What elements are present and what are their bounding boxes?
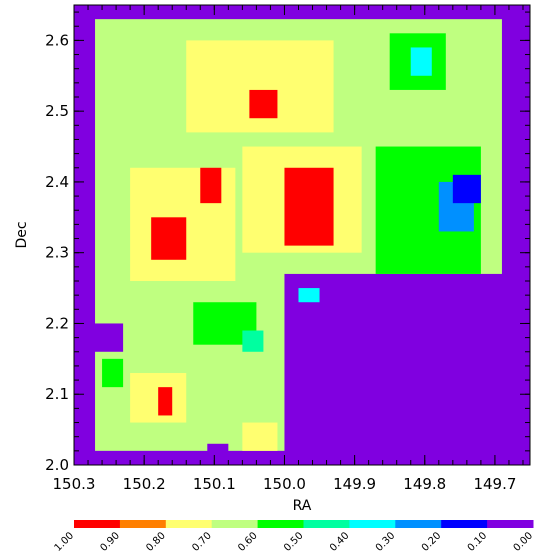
colorbar-label: 0.80 <box>144 530 168 554</box>
y-tick-label: 2.4 <box>45 173 69 191</box>
region-hot-top <box>186 40 334 133</box>
colorbar-segment <box>119 520 167 528</box>
region-peak-lower-left <box>158 387 173 416</box>
y-axis-title: Dec <box>14 221 30 248</box>
x-tick-label: 150.1 <box>193 475 236 493</box>
y-tick-label: 2.0 <box>45 456 69 474</box>
colorbar-label: 0.20 <box>420 530 444 554</box>
y-tick-label: 2.6 <box>45 31 69 49</box>
colorbar-label: 0.60 <box>236 530 260 554</box>
region-hot-bottom <box>242 422 278 451</box>
colorbar-label: 1.00 <box>53 530 77 554</box>
x-tick-label: 149.7 <box>473 475 516 493</box>
region-peak-top <box>249 89 278 119</box>
x-tick-labels: 150.3 150.2 150.1 150.0 149.9 149.8 149.7 <box>53 475 517 493</box>
colorbar-segment <box>441 520 488 528</box>
region-low-center <box>242 330 264 352</box>
x-tick-label: 150.3 <box>53 475 96 493</box>
colorbar-segment <box>165 520 213 528</box>
region-peak-center <box>284 167 334 246</box>
region-min-right <box>452 174 481 204</box>
region-peak-upper-left <box>200 167 222 204</box>
colorbar-segment <box>303 520 350 528</box>
colorbar-label: 0.50 <box>282 530 306 554</box>
colorbar-segment <box>74 520 121 528</box>
colorbar-label: 0.30 <box>374 530 398 554</box>
colorbar-segment <box>349 520 396 528</box>
y-tick-label: 2.2 <box>45 314 69 332</box>
colorbar-label: 0.70 <box>190 530 214 554</box>
region-cutout-bottom-notch <box>207 443 229 465</box>
region-cutout-left-notch <box>74 323 124 352</box>
x-tick-label: 149.8 <box>403 475 446 493</box>
colorbar-label: 0.90 <box>98 530 122 554</box>
colorbar <box>74 520 534 528</box>
y-tick-label: 2.5 <box>45 102 69 120</box>
region-cool-left <box>102 358 124 388</box>
x-tick-label: 150.2 <box>123 475 166 493</box>
colorbar-segment <box>487 520 534 528</box>
plot-frame <box>73 4 531 466</box>
colorbar-labels: 1.00 0.90 0.80 0.70 0.60 0.50 0.40 0.30 0.20 0.10… <box>53 530 536 554</box>
colorbar-segment <box>257 520 304 528</box>
region-low-top-right <box>410 47 432 76</box>
colorbar-label: 0.00 <box>512 530 536 554</box>
x-tick-label: 149.9 <box>333 475 376 493</box>
y-tick-label: 2.3 <box>45 244 69 262</box>
colorbar-segment <box>211 520 259 528</box>
region-peak-left <box>151 217 187 260</box>
x-axis-title: RA <box>293 498 312 514</box>
y-tick-labels: 2.0 2.1 2.2 2.3 2.4 2.5 2.6 <box>45 31 69 474</box>
y-tick-label: 2.1 <box>45 385 69 403</box>
colorbar-label: 0.40 <box>328 530 352 554</box>
region-cutout-lower-right <box>284 273 530 465</box>
x-tick-label: 150.0 <box>263 475 306 493</box>
heatmap-cells <box>74 5 530 465</box>
colorbar-segment <box>395 520 442 528</box>
axis-ticks <box>73 5 530 466</box>
colorbar-label: 0.10 <box>466 530 490 554</box>
region-low-mid <box>298 288 320 303</box>
